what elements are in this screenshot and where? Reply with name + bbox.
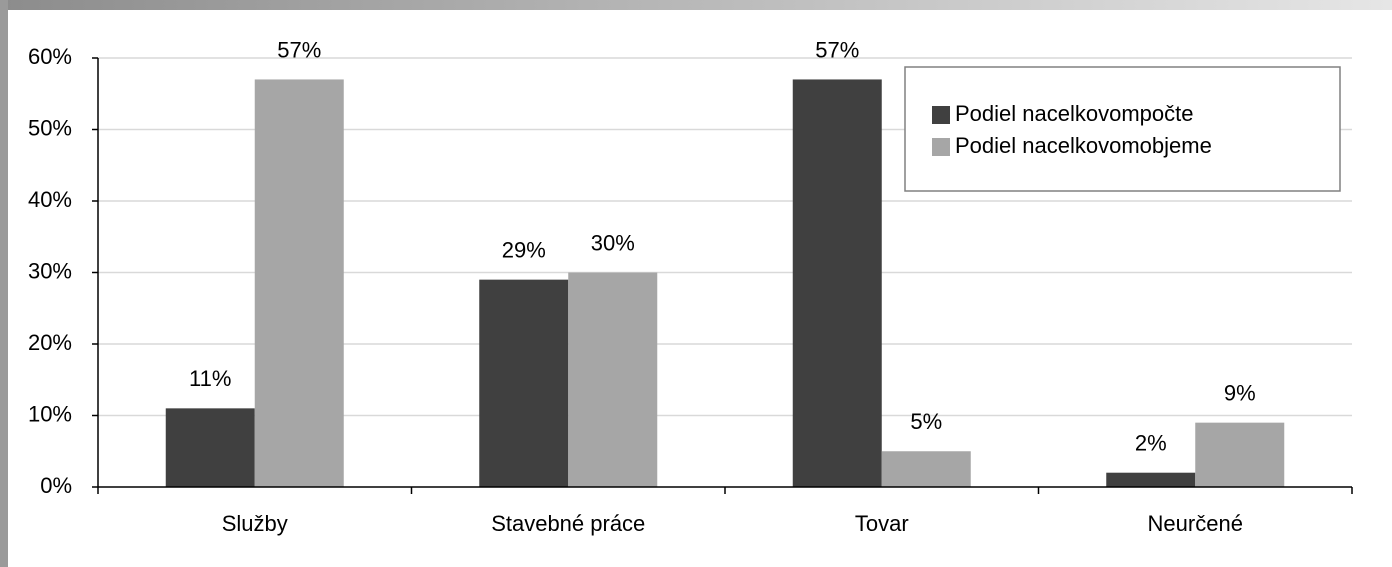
legend-label: Podiel nacelkovompočte	[955, 101, 1193, 126]
legend-label: Podiel nacelkovomobjeme	[955, 133, 1212, 158]
legend-box	[904, 66, 1341, 192]
y-tick-label: 30%	[28, 258, 72, 283]
bar	[792, 79, 882, 487]
bar	[1195, 422, 1285, 487]
data-label: 9%	[1224, 380, 1256, 405]
y-tick-label: 10%	[28, 401, 72, 426]
bar	[254, 79, 344, 487]
y-tick-label: 50%	[28, 115, 72, 140]
top-band	[0, 0, 1392, 10]
y-tick-label: 60%	[28, 44, 72, 69]
bar	[568, 272, 658, 487]
data-label: 57%	[815, 37, 859, 62]
data-label: 5%	[910, 409, 942, 434]
x-tick-label: Služby	[222, 511, 288, 536]
y-tick-label: 40%	[28, 187, 72, 212]
bar	[1106, 472, 1196, 487]
data-label: 57%	[277, 37, 321, 62]
legend-swatch	[932, 106, 950, 124]
left-band	[0, 0, 8, 567]
x-tick-label: Neurčené	[1148, 511, 1243, 536]
data-label: 29%	[502, 237, 546, 262]
bar	[479, 279, 569, 487]
plot-area: 0% 10% 20% 30% 40% 50% 60% Služby 11% 57% Stavebné…	[28, 37, 1353, 536]
x-tick-label: Tovar	[855, 511, 909, 536]
bar	[165, 408, 255, 487]
data-label: 30%	[591, 230, 635, 255]
x-tick-label: Stavebné práce	[491, 511, 645, 536]
legend-swatch	[932, 138, 950, 156]
y-tick-label: 20%	[28, 330, 72, 355]
data-label: 11%	[189, 366, 231, 391]
bar	[881, 451, 971, 487]
data-label: 2%	[1135, 431, 1167, 456]
y-tick-label: 0%	[40, 473, 72, 498]
